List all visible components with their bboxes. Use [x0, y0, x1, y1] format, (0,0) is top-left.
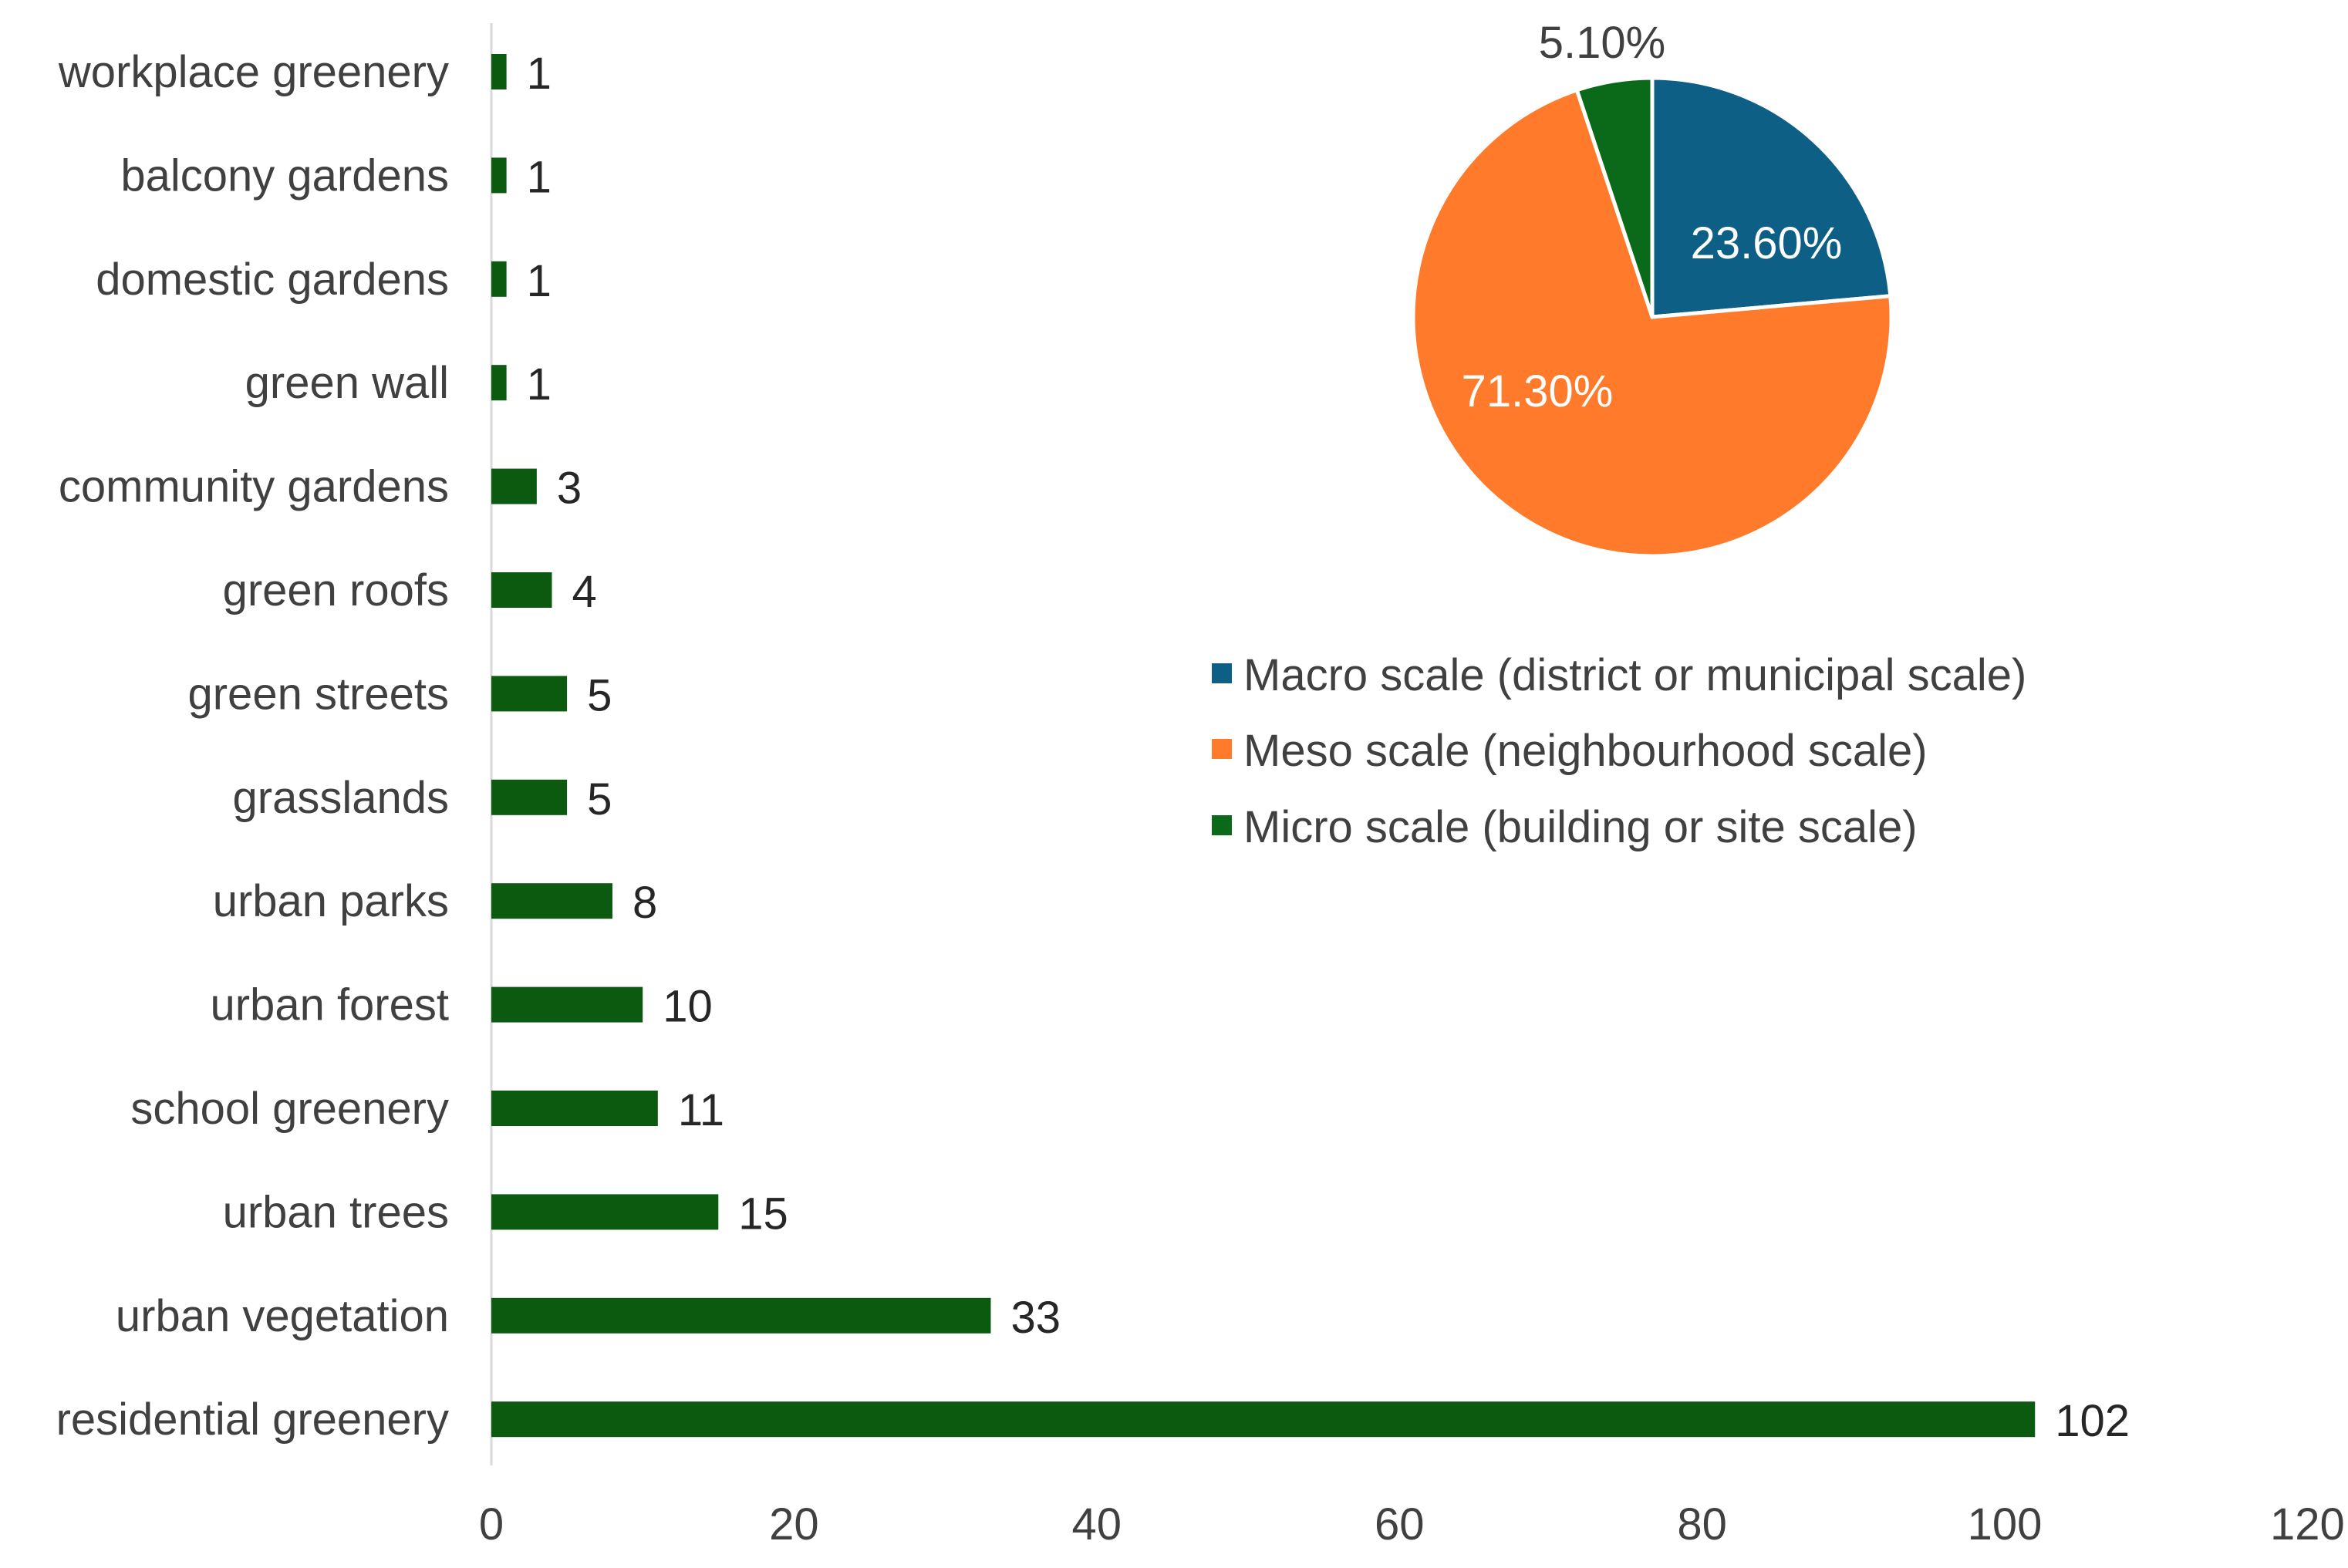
category-label: green streets [187, 669, 449, 719]
bar-value-label: 1 [527, 256, 552, 306]
bar-value-label: 33 [1010, 1293, 1061, 1343]
bar [491, 676, 568, 712]
bar [491, 1091, 658, 1126]
category-label: urban parks [213, 876, 449, 926]
bar [491, 986, 643, 1023]
bar-value-label: 11 [678, 1085, 724, 1135]
x-tick-label: 40 [1072, 1499, 1122, 1549]
x-tick-label: 100 [1968, 1499, 2043, 1549]
bar-value-label: 1 [527, 152, 552, 202]
category-label: balcony gardens [120, 150, 449, 201]
category-label: urban vegetation [116, 1291, 449, 1341]
x-tick-label: 80 [1677, 1499, 1727, 1549]
bar-value-label: 1 [527, 49, 552, 99]
bar-value-label: 5 [587, 774, 612, 824]
category-label: workplace greenery [58, 47, 449, 97]
bar-chart: workplace greenery 1 balcony gardens 1 domes… [56, 23, 2345, 1549]
bar-value-label: 102 [2055, 1396, 2130, 1446]
pie-slice-meso [1411, 87, 1894, 558]
bar [491, 572, 552, 608]
bar-value-label: 1 [527, 359, 552, 410]
bar [491, 261, 507, 297]
bar [491, 157, 507, 194]
pie-slice-label: 5.10% [1539, 18, 1665, 68]
bar [491, 1194, 719, 1230]
pie-chart: 23.60% 71.30% 5.10% [1411, 18, 1894, 558]
category-label: community gardens [59, 462, 449, 512]
category-label: urban forest [210, 980, 449, 1030]
legend-label: Micro scale (building or site scale) [1243, 802, 1918, 852]
x-tick-label: 0 [479, 1499, 504, 1549]
pie-slice-macro [1650, 76, 1893, 319]
legend-swatch-meso [1212, 739, 1232, 759]
x-tick-label: 20 [769, 1499, 819, 1549]
bar [491, 54, 507, 89]
bar [491, 468, 537, 504]
bar-value-label: 15 [738, 1189, 788, 1239]
bar-value-label: 10 [663, 982, 713, 1032]
category-label: green wall [245, 358, 449, 408]
pie-slice-label: 23.60% [1691, 218, 1843, 268]
x-tick-label: 120 [2270, 1499, 2345, 1549]
bar [491, 1401, 2036, 1438]
category-label: residential greenery [56, 1394, 449, 1445]
legend-swatch-macro [1212, 663, 1232, 683]
category-label: grasslands [233, 773, 449, 823]
category-label: green roofs [223, 565, 449, 615]
category-label: domestic gardens [96, 255, 449, 305]
legend-label: Macro scale (district or municipal scale… [1243, 650, 2026, 700]
legend-swatch-micro [1212, 815, 1232, 835]
x-tick-label: 60 [1375, 1499, 1425, 1549]
bar [491, 365, 507, 401]
bar-value-label: 3 [557, 464, 582, 514]
bar-value-label: 5 [587, 670, 612, 720]
bar [491, 1297, 991, 1334]
legend-label: Meso scale (neighbourhood scale) [1243, 726, 1928, 776]
bar-value-label: 8 [633, 878, 657, 928]
category-label: school greenery [130, 1084, 449, 1134]
bar [491, 779, 568, 815]
bar-value-label: 4 [572, 567, 596, 617]
category-label: urban trees [223, 1187, 449, 1237]
pie-slice-micro [1574, 76, 1655, 318]
pie-legend: Macro scale (district or municipal scale… [1212, 650, 2026, 852]
pie-slice-label: 71.30% [1462, 366, 1614, 416]
bar [491, 883, 612, 919]
